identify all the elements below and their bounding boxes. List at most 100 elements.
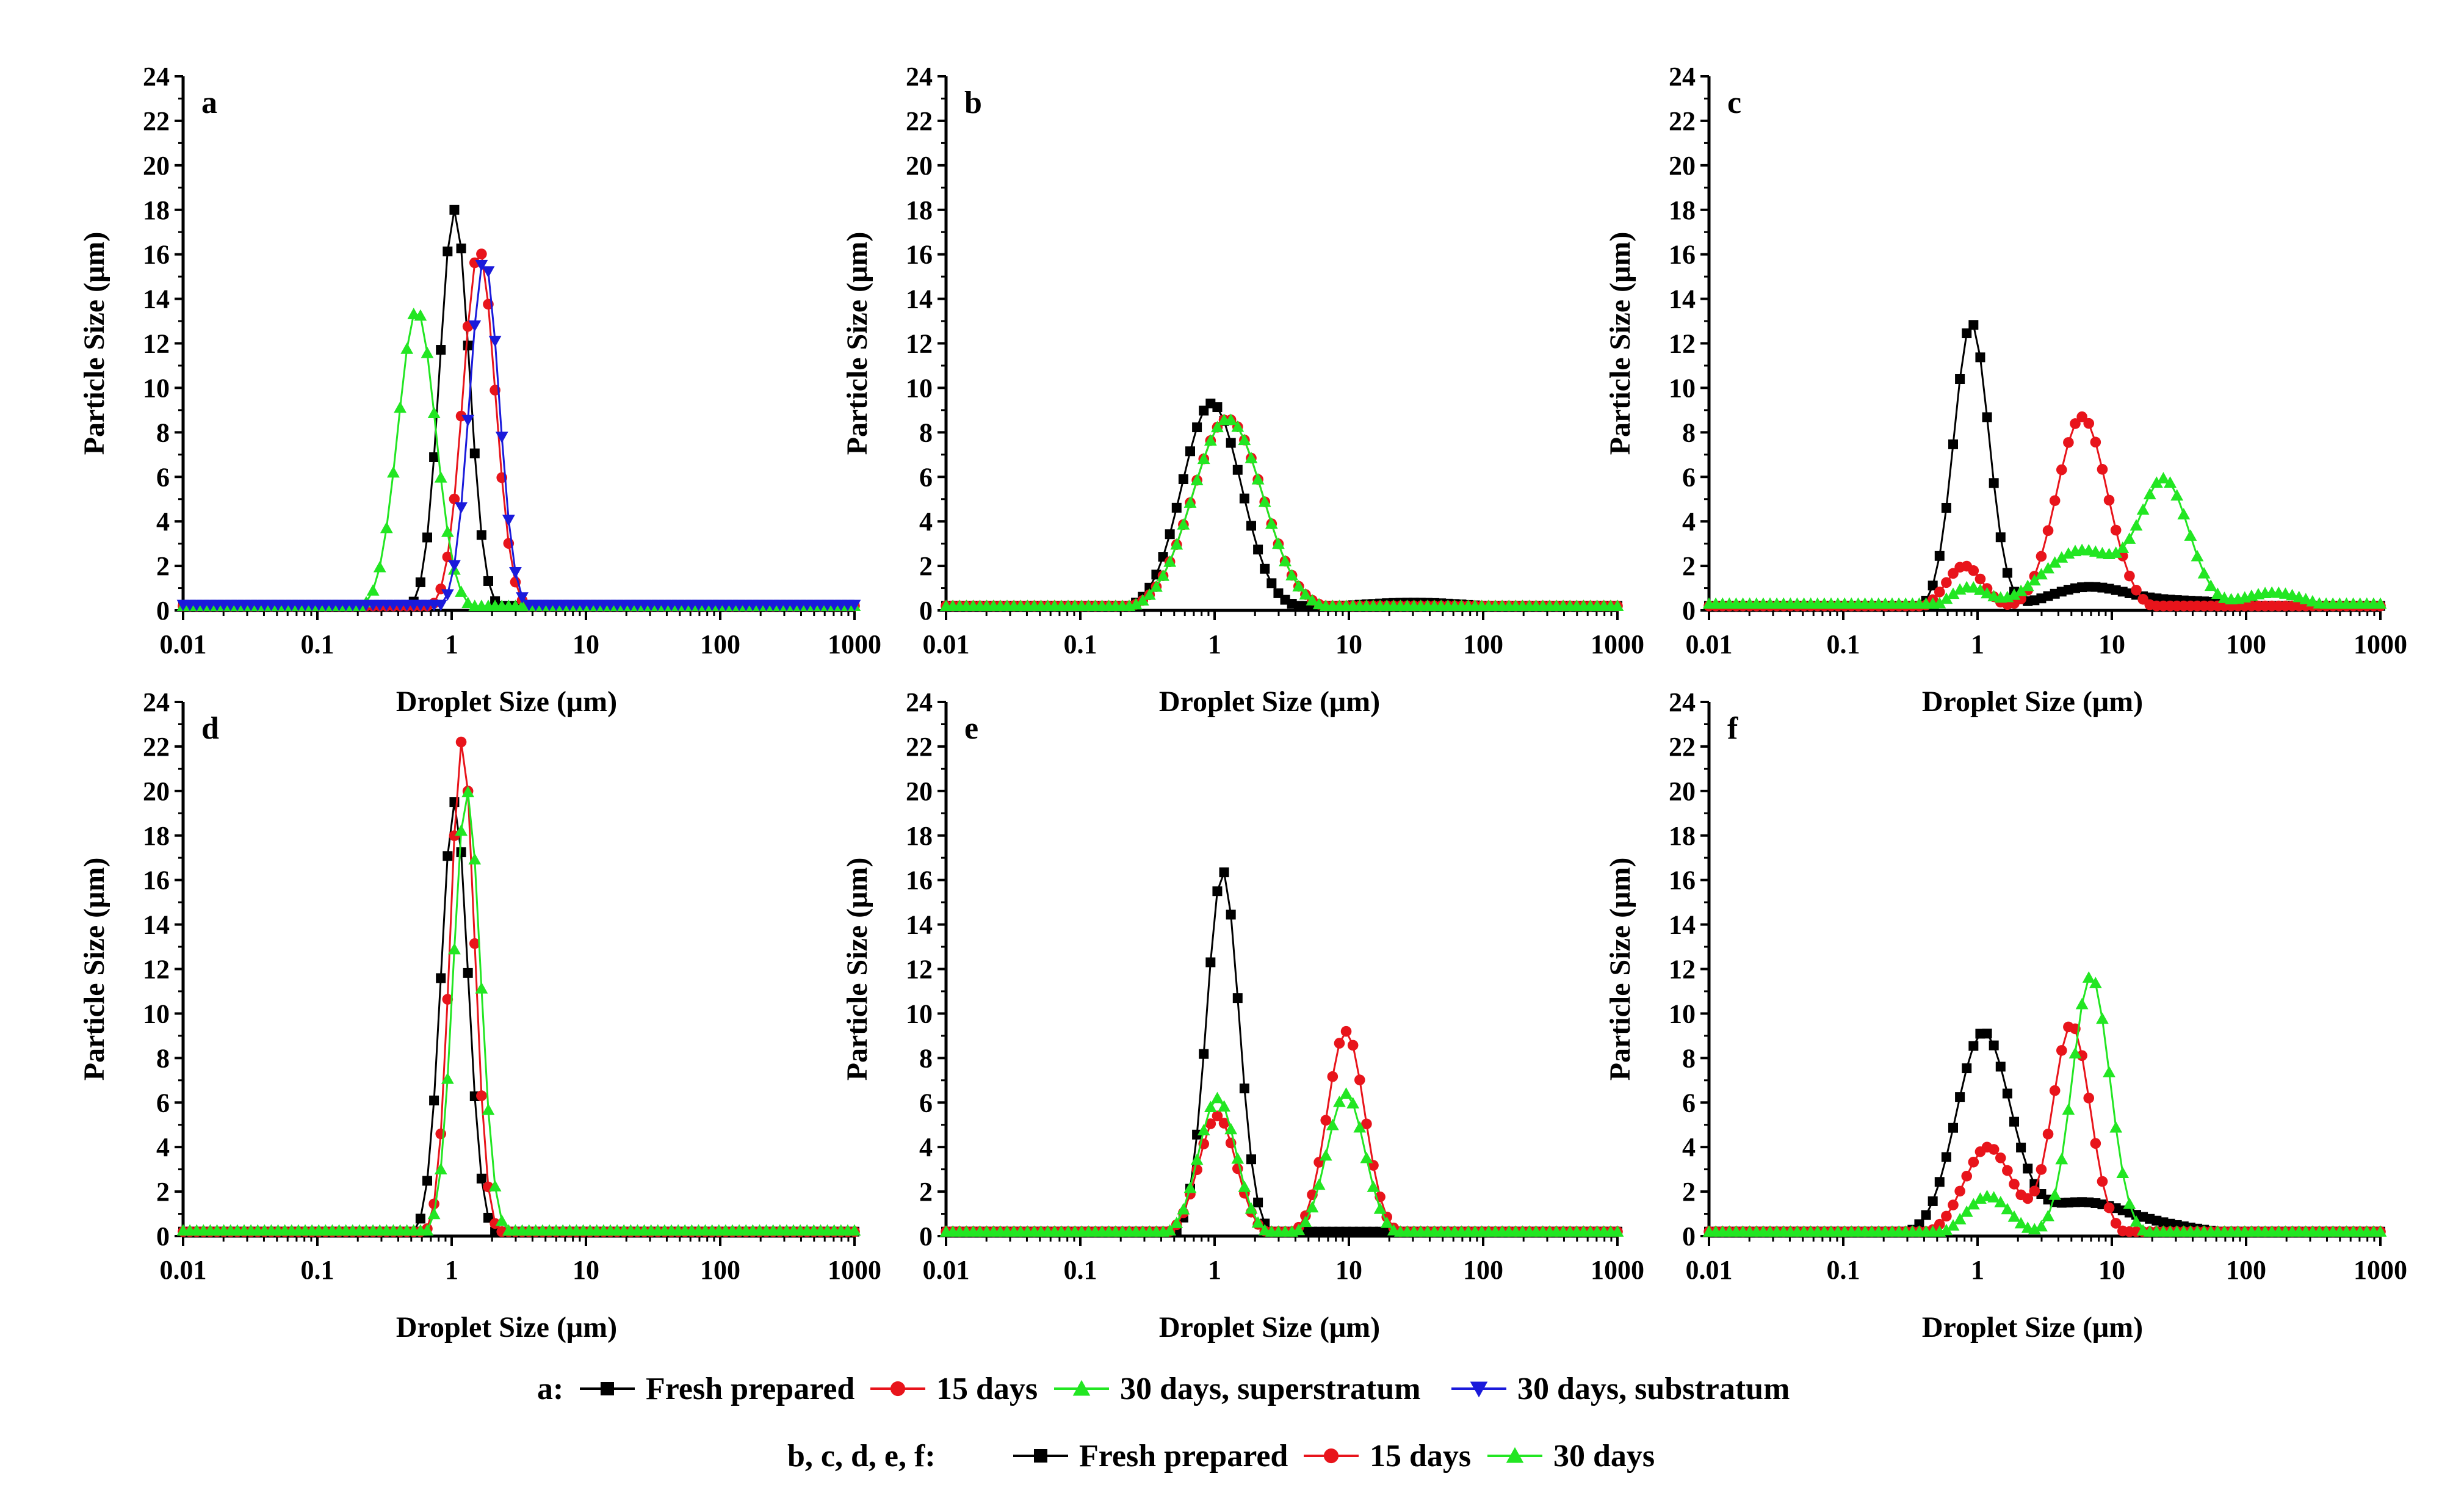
legend-marker — [601, 1382, 614, 1395]
y-tick-label: 0 — [156, 1221, 170, 1251]
data-point — [1982, 412, 1992, 422]
data-point — [1320, 1115, 1332, 1126]
data-point — [442, 994, 453, 1005]
x-tick-label: 10 — [1335, 1255, 1362, 1285]
data-point — [2042, 562, 2054, 574]
data-point — [1218, 1100, 1230, 1112]
y-axis-title: Particle Size (μm) — [1604, 232, 1636, 455]
data-point — [2103, 1202, 2115, 1213]
data-point — [1960, 1205, 1973, 1217]
data-point — [1611, 1225, 1624, 1237]
legend-marker — [1506, 1447, 1524, 1463]
data-point — [414, 309, 427, 321]
data-point — [2292, 590, 2306, 602]
x-tick-label: 1000 — [2354, 629, 2407, 659]
x-tick-label: 100 — [1463, 1255, 1503, 1285]
data-point — [1292, 1223, 1306, 1235]
x-axis-title: Droplet Size (μm) — [1159, 685, 1380, 718]
y-tick-label: 12 — [1669, 955, 1696, 985]
data-point — [436, 345, 446, 355]
y-tick-label: 10 — [1669, 373, 1696, 403]
data-point — [436, 973, 446, 983]
data-point — [2097, 464, 2108, 475]
y-tick-label: 6 — [156, 1088, 170, 1118]
data-point — [1197, 452, 1210, 465]
data-point — [1319, 1149, 1332, 1161]
x-tick-label: 100 — [2226, 629, 2266, 659]
y-tick-label: 20 — [1669, 151, 1696, 181]
data-point — [2014, 584, 2028, 596]
y-axis-title: Particle Size (μm) — [78, 858, 110, 1081]
data-point — [2211, 587, 2224, 599]
data-point — [1219, 867, 1229, 878]
data-point — [2191, 549, 2204, 562]
y-tick-label: 14 — [906, 284, 933, 314]
y-tick-label: 0 — [919, 596, 933, 626]
x-tick-label: 0.01 — [160, 629, 207, 659]
data-point — [2177, 508, 2191, 519]
data-point — [2110, 524, 2122, 536]
series-15-days — [178, 736, 860, 1237]
x-tick-label: 0.1 — [301, 1255, 334, 1285]
data-point — [1948, 1199, 1959, 1210]
y-tick-label: 22 — [1669, 106, 1696, 136]
data-point — [1946, 587, 1960, 599]
y-tick-label: 18 — [906, 821, 933, 851]
data-point — [1611, 599, 1624, 612]
data-point — [483, 1212, 493, 1223]
data-point — [1212, 402, 1223, 413]
y-axis-title: Particle Size (μm) — [1604, 858, 1636, 1081]
data-point — [1347, 1040, 1359, 1051]
data-point — [1327, 1071, 1339, 1082]
y-tick-label: 24 — [1669, 687, 1696, 717]
data-point — [2056, 1045, 2067, 1056]
data-point — [1306, 1201, 1319, 1213]
y-tick-label: 0 — [1682, 1221, 1696, 1251]
data-point — [1212, 886, 1223, 897]
data-point — [1299, 588, 1312, 600]
data-point — [2009, 1179, 2020, 1190]
data-point — [1239, 493, 1249, 504]
series-fresh-prepared — [941, 399, 1622, 611]
x-tick-label: 0.1 — [1827, 629, 1860, 659]
y-tick-label: 8 — [1682, 1043, 1696, 1073]
x-tick-label: 1000 — [1591, 629, 1644, 659]
y-tick-label: 16 — [1669, 240, 1696, 270]
data-point — [1226, 910, 1236, 920]
x-tick-label: 1000 — [1591, 1255, 1644, 1285]
data-point — [448, 942, 461, 955]
x-tick-label: 0.01 — [923, 629, 970, 659]
legend-prefix: b, c, d, e, f: — [787, 1439, 936, 1474]
y-tick-label: 14 — [1669, 284, 1696, 314]
y-tick-label: 12 — [143, 955, 170, 985]
data-point — [1934, 551, 1945, 561]
legend: a: Fresh prepared 15 days 30 days, superstr… — [537, 1372, 1790, 1474]
legend-label: 15 days — [1370, 1439, 1471, 1474]
y-tick-label: 20 — [143, 151, 170, 181]
x-tick-label: 1000 — [2354, 1255, 2407, 1285]
data-point — [2028, 1223, 2041, 1235]
data-point — [2048, 1188, 2062, 1200]
data-point — [1253, 1197, 1263, 1207]
y-tick-label: 16 — [906, 240, 933, 270]
data-point — [2197, 566, 2211, 579]
legend-entry: 30 days, substratum — [1451, 1372, 1790, 1406]
data-point — [482, 266, 495, 278]
legend-row: b, c, d, e, f: Fresh prepared 15 days 30 da… — [787, 1439, 1655, 1474]
data-point — [2090, 436, 2101, 448]
data-point — [848, 1224, 861, 1236]
data-point — [1968, 320, 1979, 330]
data-point — [2123, 1197, 2136, 1209]
data-point — [1231, 1152, 1245, 1164]
data-point — [1224, 413, 1238, 425]
data-point — [1218, 1118, 1230, 1129]
data-point — [429, 452, 439, 462]
data-point — [2007, 1210, 2021, 1222]
data-point — [1185, 446, 1195, 457]
panel-letter: b — [964, 85, 982, 120]
legend-label: Fresh prepared — [1079, 1439, 1288, 1474]
data-point — [2002, 568, 2012, 578]
data-point — [2136, 503, 2150, 515]
x-tick-label: 10 — [573, 629, 599, 659]
